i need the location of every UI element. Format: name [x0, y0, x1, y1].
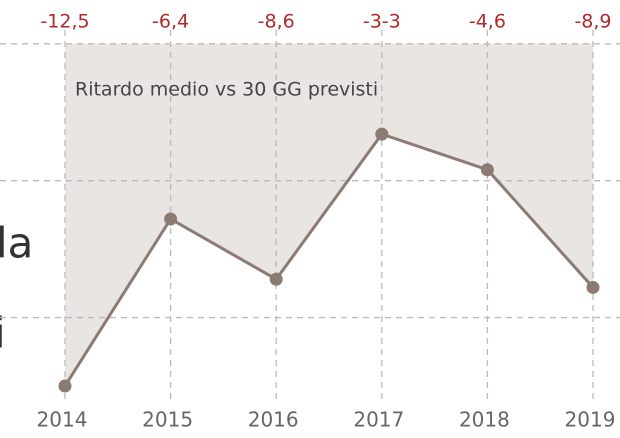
- data-label: -6,4: [152, 11, 189, 33]
- data-label: -4,6: [469, 11, 506, 33]
- annotation: Ritardo medio vs 30 GG previsti: [75, 79, 378, 101]
- point: [58, 379, 72, 393]
- point: [480, 163, 494, 177]
- line: [63, 132, 595, 387]
- data-label: -8,6: [258, 11, 295, 33]
- point: [586, 280, 600, 294]
- background-text: la: [0, 219, 33, 268]
- x-tick-label: 2016: [248, 408, 299, 432]
- area: [65, 43, 593, 386]
- point: [164, 212, 178, 226]
- x-tick-label: 2018: [459, 408, 510, 432]
- background-text: i: [0, 309, 6, 358]
- data-label: -12,5: [40, 11, 89, 33]
- x-tick-label: 2015: [142, 408, 193, 432]
- data-label: -3-3: [363, 11, 401, 33]
- x-tick-label: 2019: [565, 408, 616, 432]
- data-label: -8,9: [574, 11, 611, 33]
- point: [375, 127, 389, 141]
- x-tick-label: 2014: [37, 408, 88, 432]
- point: [269, 272, 283, 286]
- x-tick-label: 2017: [353, 408, 404, 432]
